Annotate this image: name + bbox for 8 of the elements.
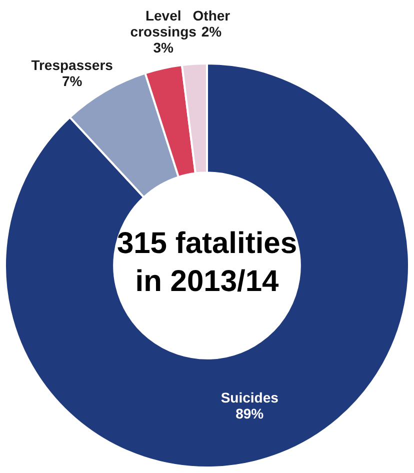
slice-label: Other — [192, 7, 231, 24]
data-label: 7% — [62, 72, 83, 89]
data-label: 89% — [236, 406, 264, 422]
data-label: 2% — [201, 23, 222, 40]
text: 315 fatalities in 2013/14 — [116, 226, 298, 300]
slice-label: Trespassers — [31, 56, 114, 73]
slice-label: Suicides — [220, 390, 279, 406]
data-label: 3% — [153, 39, 174, 56]
